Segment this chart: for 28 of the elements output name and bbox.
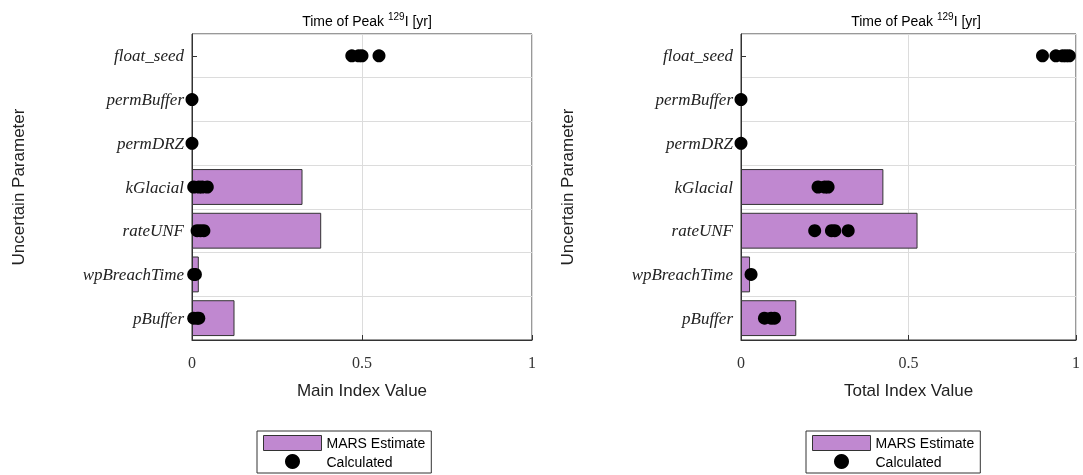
legend-label: Calculated: [326, 453, 393, 470]
y-tick-label: permBuffer: [654, 90, 734, 110]
y-tick-label: float_seed: [663, 46, 734, 66]
x-axis-title: Main Index Value: [296, 381, 428, 400]
x-tick-label: 0.5: [352, 353, 372, 371]
x-tick-label: 1: [528, 353, 536, 371]
y-tick-label: wpBreachTime: [82, 264, 185, 284]
y-axis-title: Uncertain Parameter: [9, 108, 28, 266]
y-tick-label: pBuffer: [681, 308, 734, 328]
x-axis-title: Total Index Value: [843, 381, 974, 400]
y-tick-label: kGlacial: [125, 177, 185, 197]
y-tick-label: pBuffer: [132, 308, 185, 328]
x-tick-label: 0: [188, 353, 196, 371]
y-tick-label: float_seed: [114, 46, 185, 66]
y-tick-label: permDRZ: [115, 133, 185, 153]
x-tick-label: 0.5: [898, 353, 919, 371]
y-tick-label: wpBreachTime: [631, 264, 734, 284]
legend-label: Calculated: [875, 453, 942, 470]
legend-label: MARS Estimate: [875, 435, 975, 451]
y-axis-title: Uncertain Parameter: [558, 108, 577, 266]
y-tick-label: permDRZ: [664, 133, 734, 153]
x-tick-label: 1: [1072, 353, 1080, 371]
y-tick-label: permBuffer: [105, 90, 185, 110]
legend-label: MARS Estimate: [326, 435, 426, 451]
y-tick-label: rateUNF: [122, 221, 185, 241]
x-tick-label: 0: [737, 353, 745, 371]
y-tick-label: rateUNF: [671, 221, 734, 241]
y-tick-label: kGlacial: [674, 177, 734, 197]
